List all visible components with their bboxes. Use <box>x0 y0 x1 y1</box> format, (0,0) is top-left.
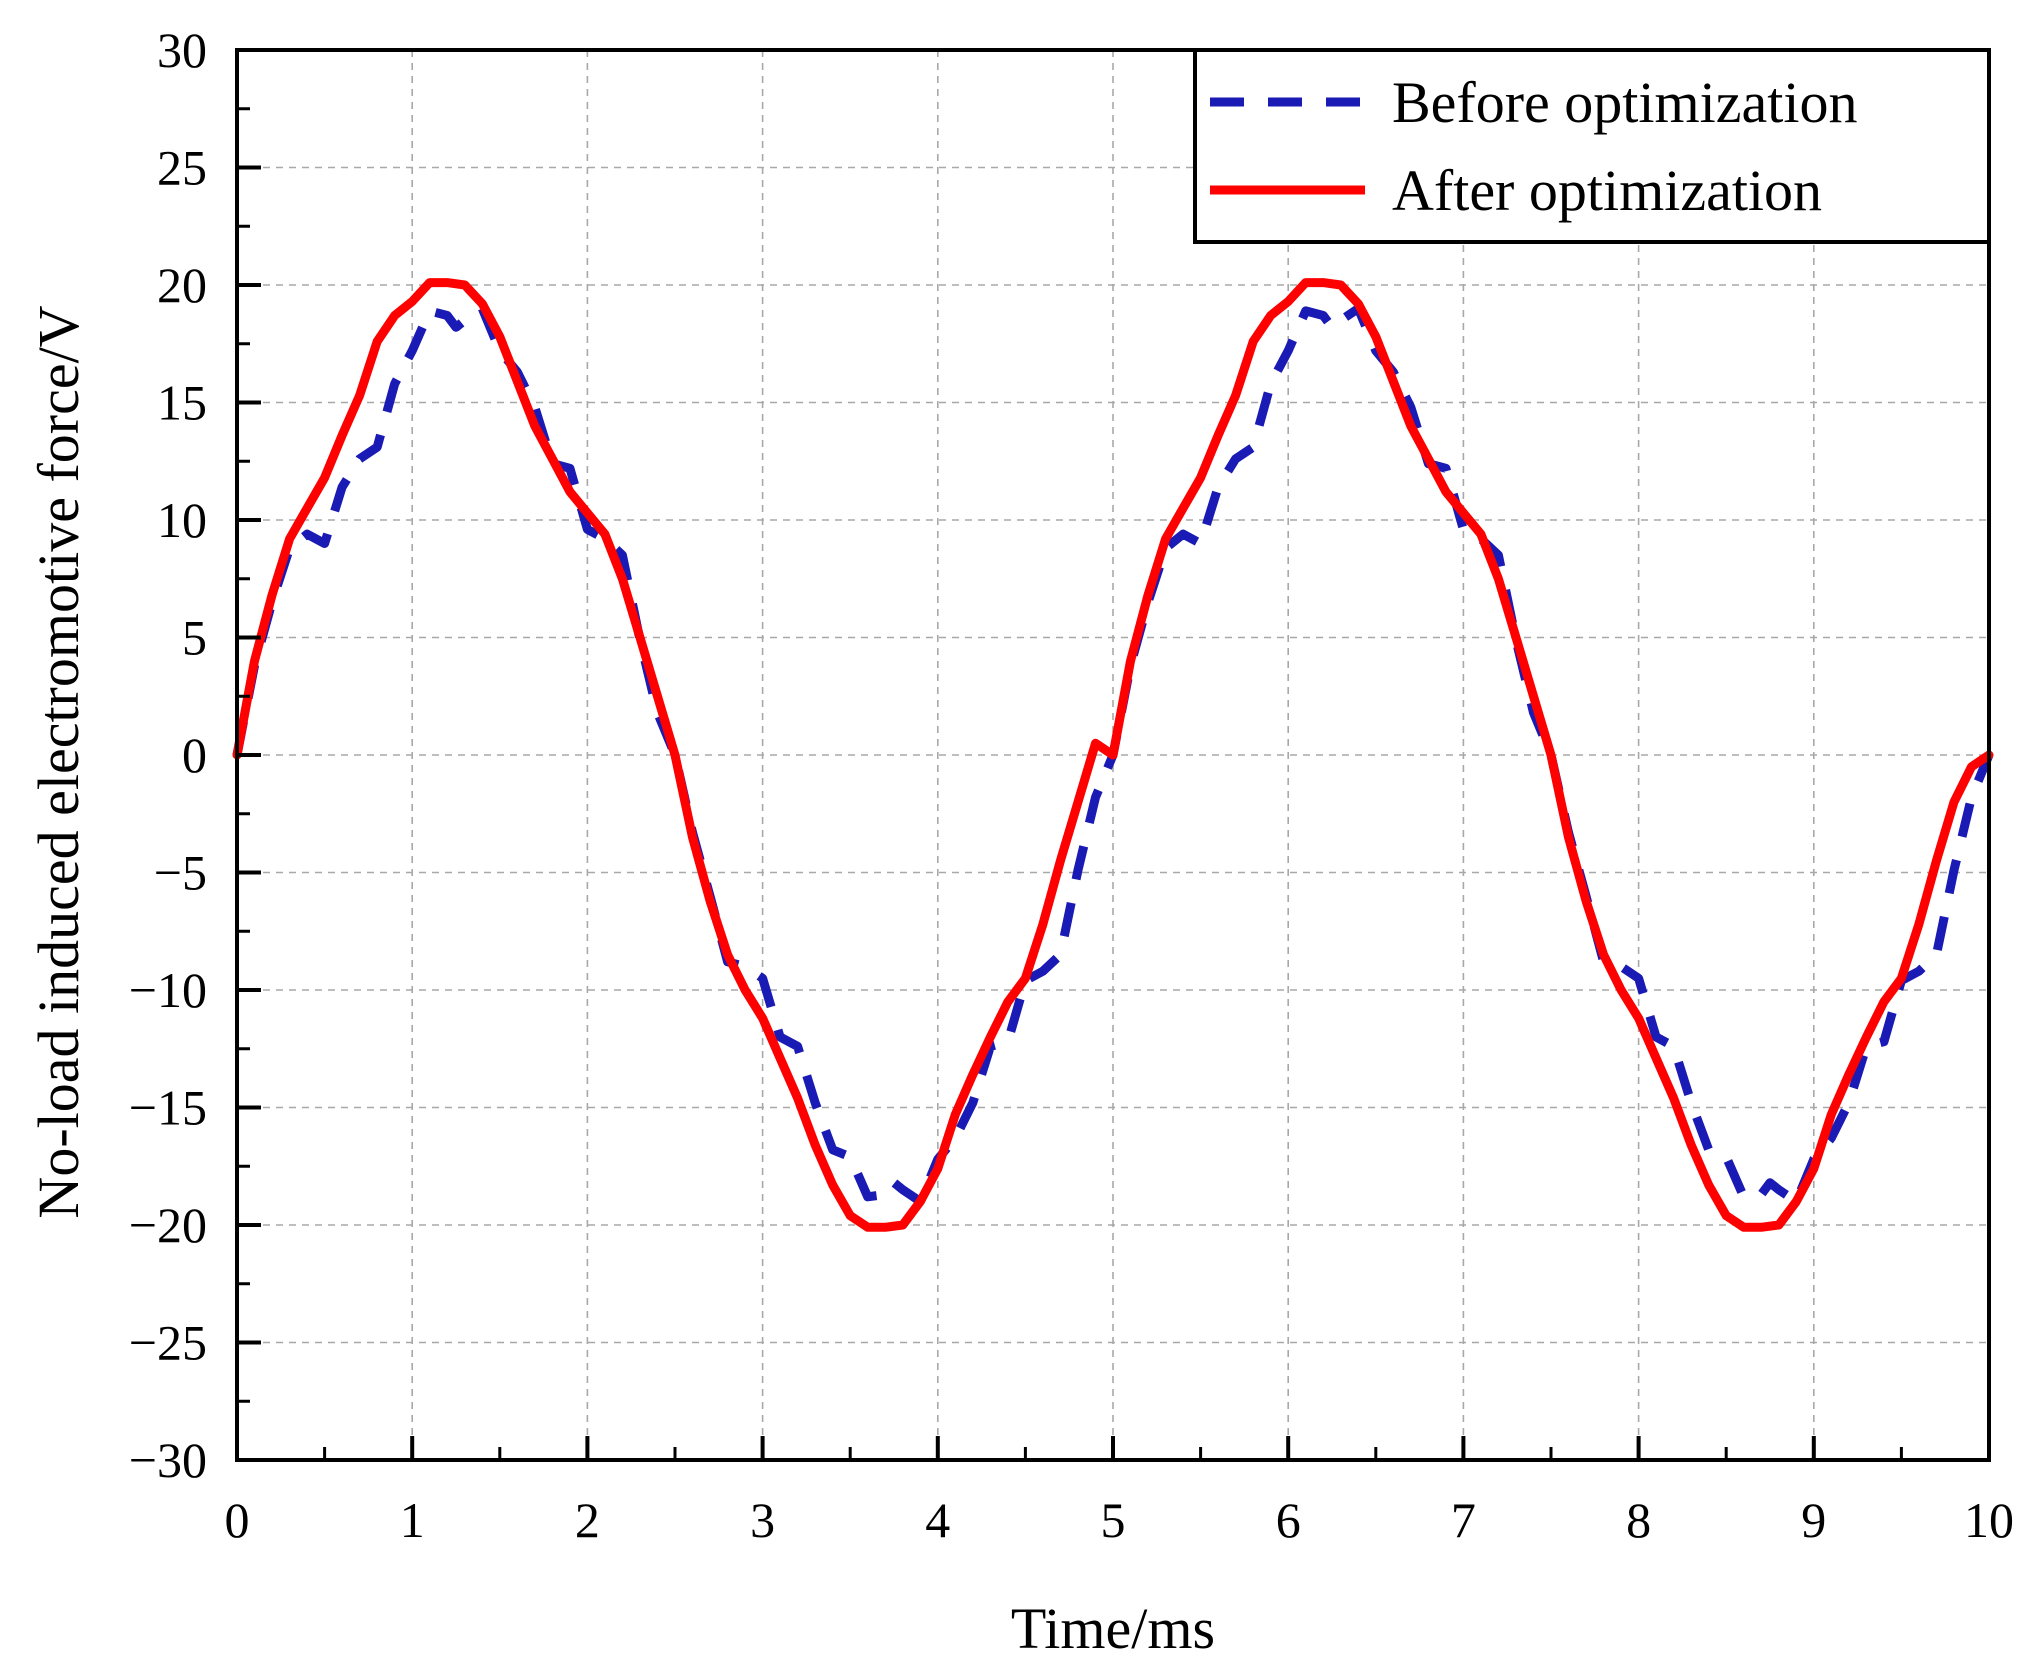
y-tick-label: −10 <box>129 962 207 1018</box>
tick-labels: 0 1 2 3 4 5 6 7 8 9 10 −30 −25 −20 −15 −10 −5 0 5 10 15 20 25 3… <box>129 22 2014 1548</box>
y-tick-label: −25 <box>129 1315 207 1371</box>
y-tick-label: 20 <box>157 257 207 313</box>
y-axis-title: No-load induced electromotive force/V <box>26 305 91 1218</box>
legend: Before optimization After optimization <box>1193 48 1991 244</box>
x-tick-label: 4 <box>925 1492 950 1548</box>
y-tick-label: −5 <box>154 845 207 901</box>
x-tick-label: 1 <box>400 1492 425 1548</box>
x-tick-label: 10 <box>1964 1492 2014 1548</box>
x-tick-label: 7 <box>1451 1492 1476 1548</box>
x-axis-title: Time/ms <box>1011 1596 1215 1661</box>
grid-lines <box>237 50 1989 1460</box>
legend-label-before: Before optimization <box>1392 70 1857 135</box>
series-line-after <box>232 278 1994 1232</box>
x-tick-label: 0 <box>225 1492 250 1548</box>
legend-box <box>1193 48 1991 244</box>
x-tick-label: 9 <box>1801 1492 1826 1548</box>
y-tick-label: 15 <box>157 375 207 431</box>
y-tick-label: 25 <box>157 140 207 196</box>
y-tick-label: 30 <box>157 22 207 78</box>
plot-series <box>232 278 1994 1232</box>
x-tick-label: 8 <box>1626 1492 1651 1548</box>
legend-label-after: After optimization <box>1392 158 1822 223</box>
y-tick-label: 5 <box>182 610 207 666</box>
y-tick-label: −15 <box>129 1080 207 1136</box>
y-tick-label: −30 <box>129 1432 207 1488</box>
x-tick-label: 6 <box>1276 1492 1301 1548</box>
x-tick-label: 5 <box>1101 1492 1126 1548</box>
y-tick-label: 10 <box>157 492 207 548</box>
x-tick-label: 2 <box>575 1492 600 1548</box>
y-tick-label: 0 <box>182 727 207 783</box>
y-tick-label: −20 <box>129 1197 207 1253</box>
x-tick-label: 3 <box>750 1492 775 1548</box>
axes <box>235 48 1991 1462</box>
